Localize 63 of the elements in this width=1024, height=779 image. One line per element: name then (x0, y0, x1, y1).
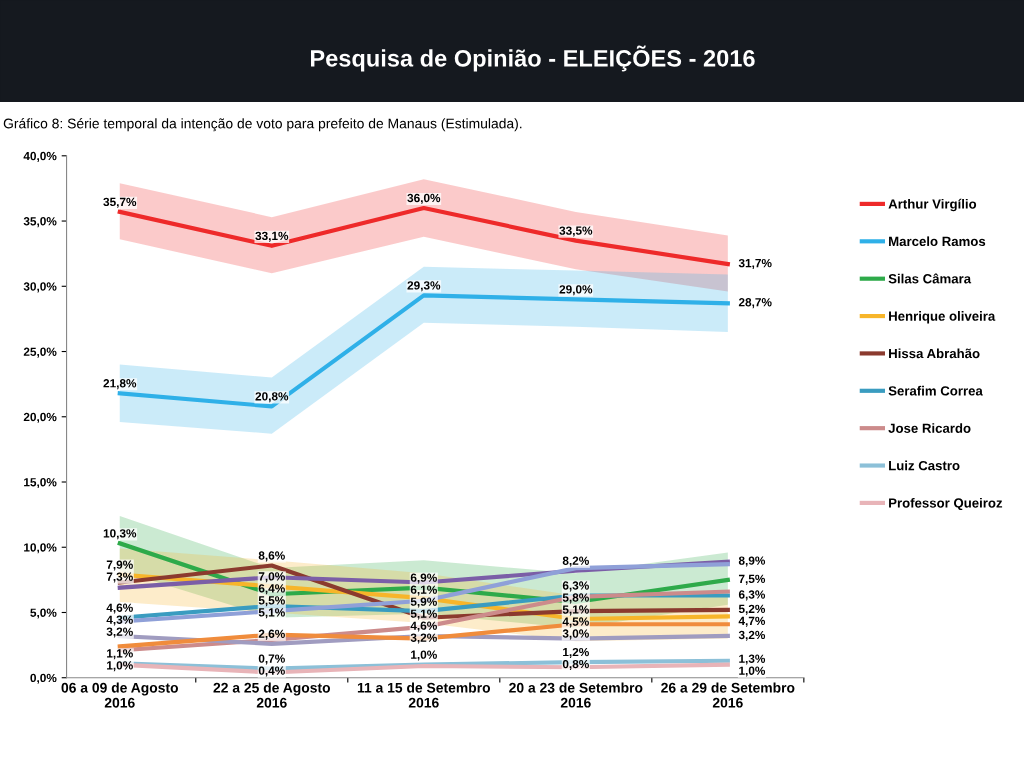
data-label: 29,3% (407, 281, 441, 292)
chart-title: Pesquisa de Opinião - ELEIÇÕES - 2016 (311, 45, 755, 72)
x-tick-label: 06 a 09 de Agosto 2016 (61, 682, 179, 708)
y-tick-label: 35,0% (23, 217, 57, 228)
legend-label: Hissa Abrahão (889, 348, 980, 359)
data-label: 31,7% (738, 258, 772, 269)
data-label: 33,1% (255, 231, 289, 242)
data-label: 5,1% (258, 608, 285, 619)
data-label: 4,6% (106, 603, 133, 614)
legend-label: Arthur Virgílio (888, 198, 977, 212)
data-label: 3,0% (562, 629, 589, 640)
legend-label: Marcelo Ramos (889, 236, 986, 247)
data-label: 5,5% (258, 596, 285, 607)
y-tick-label: 40,0% (23, 151, 57, 162)
y-tick-label: 30,0% (23, 282, 57, 293)
x-tick-label: 26 a 29 de Setembro 2016 (661, 682, 795, 708)
data-label: 1,1% (107, 649, 133, 660)
data-label: 10,3% (103, 529, 137, 540)
data-label: 35,7% (103, 197, 137, 208)
data-label: 3,2% (738, 630, 766, 641)
y-tick-label: 25,0% (23, 347, 57, 358)
data-label: 5,1% (410, 609, 437, 620)
data-label: 6,3% (738, 590, 766, 601)
data-label: 36,0% (407, 193, 441, 204)
legend-label: Silas Câmara (888, 273, 972, 284)
data-label: 8,2% (562, 556, 589, 567)
y-tick-label: 10,0% (24, 543, 57, 554)
data-label: 1,0% (739, 666, 766, 677)
y-tick-label: 20,0% (23, 412, 57, 423)
data-label: 6,4% (258, 584, 285, 595)
data-label: 29,0% (559, 285, 593, 296)
legend-label: Henrique oliveira (889, 311, 996, 324)
legend-label: Luiz Castro (889, 460, 960, 471)
data-label: 6,1% (410, 585, 437, 596)
data-label: 7,5% (738, 574, 766, 585)
data-label: 33,5% (559, 226, 593, 237)
legend-label: Serafim Correa (888, 385, 983, 396)
chart-subtitle: Gráfico 8: Série temporal da intenção de voto para prefeito de Manaus (Estimulada). (3, 118, 522, 132)
data-label: 6,3% (562, 581, 589, 592)
data-label: 1,3% (739, 654, 766, 665)
data-label: 20,8% (255, 392, 289, 403)
y-tick-label: 0,0% (30, 673, 57, 684)
data-label: 7,9% (106, 560, 133, 571)
legend-label: Jose Ricardo (888, 423, 971, 433)
data-label: 4,7% (738, 616, 766, 627)
data-label: 3,2% (106, 627, 133, 638)
y-tick-label: 15,0% (24, 478, 57, 489)
y-tick-label: 5,0% (30, 608, 57, 619)
data-label: 28,7% (738, 298, 772, 309)
x-tick-label: 11 a 15 de Setembro 2016 (357, 682, 491, 708)
data-label: 8,6% (258, 551, 285, 562)
data-label: 5,2% (738, 604, 766, 615)
data-label: 8,9% (738, 556, 766, 567)
data-label: 1,2% (563, 647, 589, 658)
data-label: 1,0% (411, 650, 437, 661)
data-label: 21,8% (103, 379, 137, 390)
data-label: 0,7% (258, 654, 285, 665)
legend-label: Professor Queiroz (889, 497, 1003, 511)
data-label: 7,3% (106, 572, 133, 583)
x-tick-label: 20 a 23 de Setembro 2016 (509, 682, 643, 708)
data-label: 6,9% (410, 573, 437, 584)
x-tick-label: 22 a 25 de Agosto 2016 (213, 682, 331, 708)
data-label: 0,8% (562, 659, 589, 670)
